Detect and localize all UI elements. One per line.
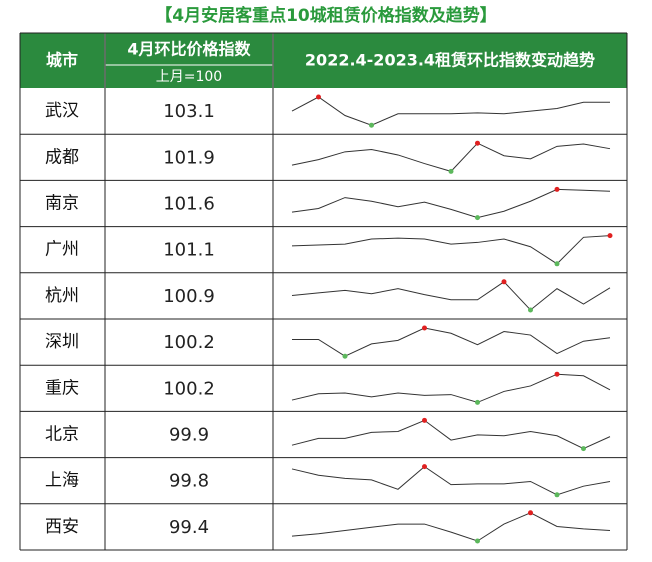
city: 成都 — [45, 147, 79, 167]
max-marker — [554, 186, 560, 192]
max-marker — [607, 233, 613, 239]
header-index-sub: 上月=100 — [156, 69, 222, 85]
index-value: 101.6 — [163, 194, 215, 215]
index-value: 99.4 — [169, 517, 209, 538]
city: 深圳 — [45, 332, 79, 352]
max-marker — [422, 417, 427, 423]
index-value: 100.9 — [163, 286, 215, 307]
index-value: 101.1 — [163, 240, 215, 261]
max-marker — [422, 464, 427, 470]
min-marker — [475, 538, 480, 544]
min-marker — [475, 215, 480, 221]
min-marker — [554, 261, 560, 267]
min-marker — [528, 307, 533, 313]
max-marker — [422, 325, 427, 331]
sparkline — [291, 142, 611, 172]
min-marker — [342, 353, 348, 359]
index-value: 99.8 — [169, 471, 209, 492]
header-index: 4月环比价格指数 — [127, 40, 251, 59]
min-marker — [581, 446, 586, 452]
min-marker — [369, 122, 374, 128]
max-marker — [554, 371, 560, 377]
city: 北京 — [45, 425, 79, 445]
index-value: 100.2 — [163, 378, 215, 399]
index-value: 99.9 — [169, 425, 209, 446]
max-marker — [316, 94, 321, 100]
index-value: 100.2 — [163, 332, 215, 353]
sparkline — [291, 373, 611, 403]
title: 【4月安居客重点10城租赁价格指数及趋势】 — [155, 5, 497, 26]
min-marker — [448, 168, 454, 174]
min-marker — [475, 399, 480, 405]
city: 武汉 — [45, 101, 79, 121]
sparkline — [291, 96, 610, 126]
sparkline — [292, 327, 611, 357]
city: 广州 — [45, 240, 79, 260]
sparkline — [291, 465, 611, 496]
sparkline — [291, 512, 611, 542]
city: 上海 — [45, 471, 79, 491]
max-marker — [475, 140, 480, 146]
sparkline — [291, 235, 611, 265]
max-marker — [501, 279, 507, 285]
index-value: 103.1 — [163, 101, 215, 122]
index-value: 101.9 — [163, 147, 215, 168]
sparkline — [291, 188, 611, 219]
header-bg — [20, 33, 627, 88]
sparkline — [291, 281, 611, 311]
city: 重庆 — [45, 378, 79, 398]
sparkline — [291, 419, 611, 450]
header-city: 城市 — [46, 51, 78, 70]
city: 西安 — [45, 517, 79, 537]
header-trend: 2022.4-2023.4租赁环比指数变动趋势 — [305, 51, 595, 70]
city: 南京 — [45, 194, 79, 214]
city: 杭州 — [45, 286, 79, 306]
max-marker — [528, 510, 533, 516]
min-marker — [554, 492, 560, 498]
